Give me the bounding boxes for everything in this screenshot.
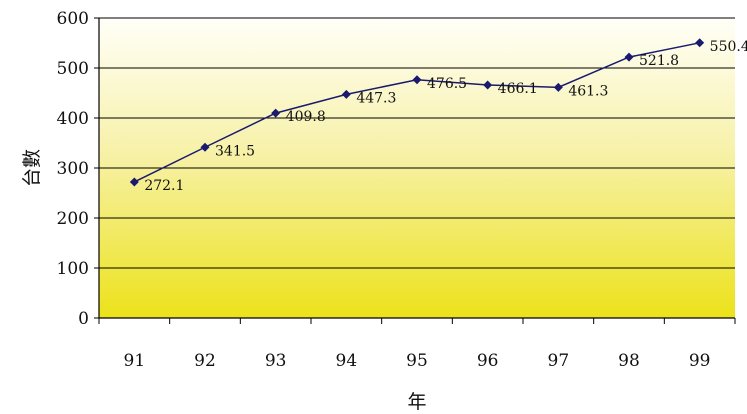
x-tick-label: 99: [689, 351, 711, 371]
data-label: 550.4: [710, 39, 747, 55]
x-tick-label: 94: [336, 351, 358, 371]
data-label: 521.8: [639, 53, 679, 69]
data-label: 272.1: [144, 178, 184, 194]
series: [129, 38, 705, 187]
data-point-marker: [483, 80, 493, 90]
data-point-marker: [200, 142, 210, 152]
data-label: 461.3: [568, 83, 608, 99]
data-point-marker: [412, 75, 422, 85]
data-point-marker: [695, 38, 705, 48]
y-tick-label: 600: [57, 9, 89, 29]
y-tick-label: 300: [57, 159, 89, 179]
gridlines: [99, 17, 735, 269]
data-point-marker: [271, 108, 281, 118]
data-label: 447.3: [356, 90, 396, 106]
data-point-marker: [624, 52, 634, 62]
data-label: 409.8: [286, 109, 326, 125]
data-label: 341.5: [215, 143, 255, 159]
y-tick-label: 500: [57, 59, 89, 79]
x-axis-title: 年: [407, 391, 426, 413]
x-tick-label: 97: [548, 351, 570, 371]
x-tick-label: 93: [265, 351, 287, 371]
data-point-marker: [553, 82, 563, 92]
x-tick-label: 91: [124, 351, 146, 371]
data-label: 466.1: [498, 81, 538, 97]
y-tick-label: 400: [57, 109, 89, 129]
x-tick-label: 95: [406, 351, 428, 371]
data-point-marker: [129, 177, 139, 187]
y-tick-label: 200: [57, 209, 89, 229]
labels: 0 100 200 300 400 500 600 91 92 93 94 95 96 97 98 99 272…: [57, 9, 747, 371]
y-axis-title: 台數: [21, 149, 43, 187]
axes: [94, 17, 736, 324]
data-point-marker: [341, 89, 351, 99]
y-tick-label: 0: [78, 309, 89, 329]
y-tick-label: 100: [57, 259, 89, 279]
x-tick-label: 96: [477, 351, 499, 371]
data-label: 476.5: [427, 76, 467, 92]
x-tick-label: 92: [194, 351, 216, 371]
x-tick-label: 98: [618, 351, 640, 371]
